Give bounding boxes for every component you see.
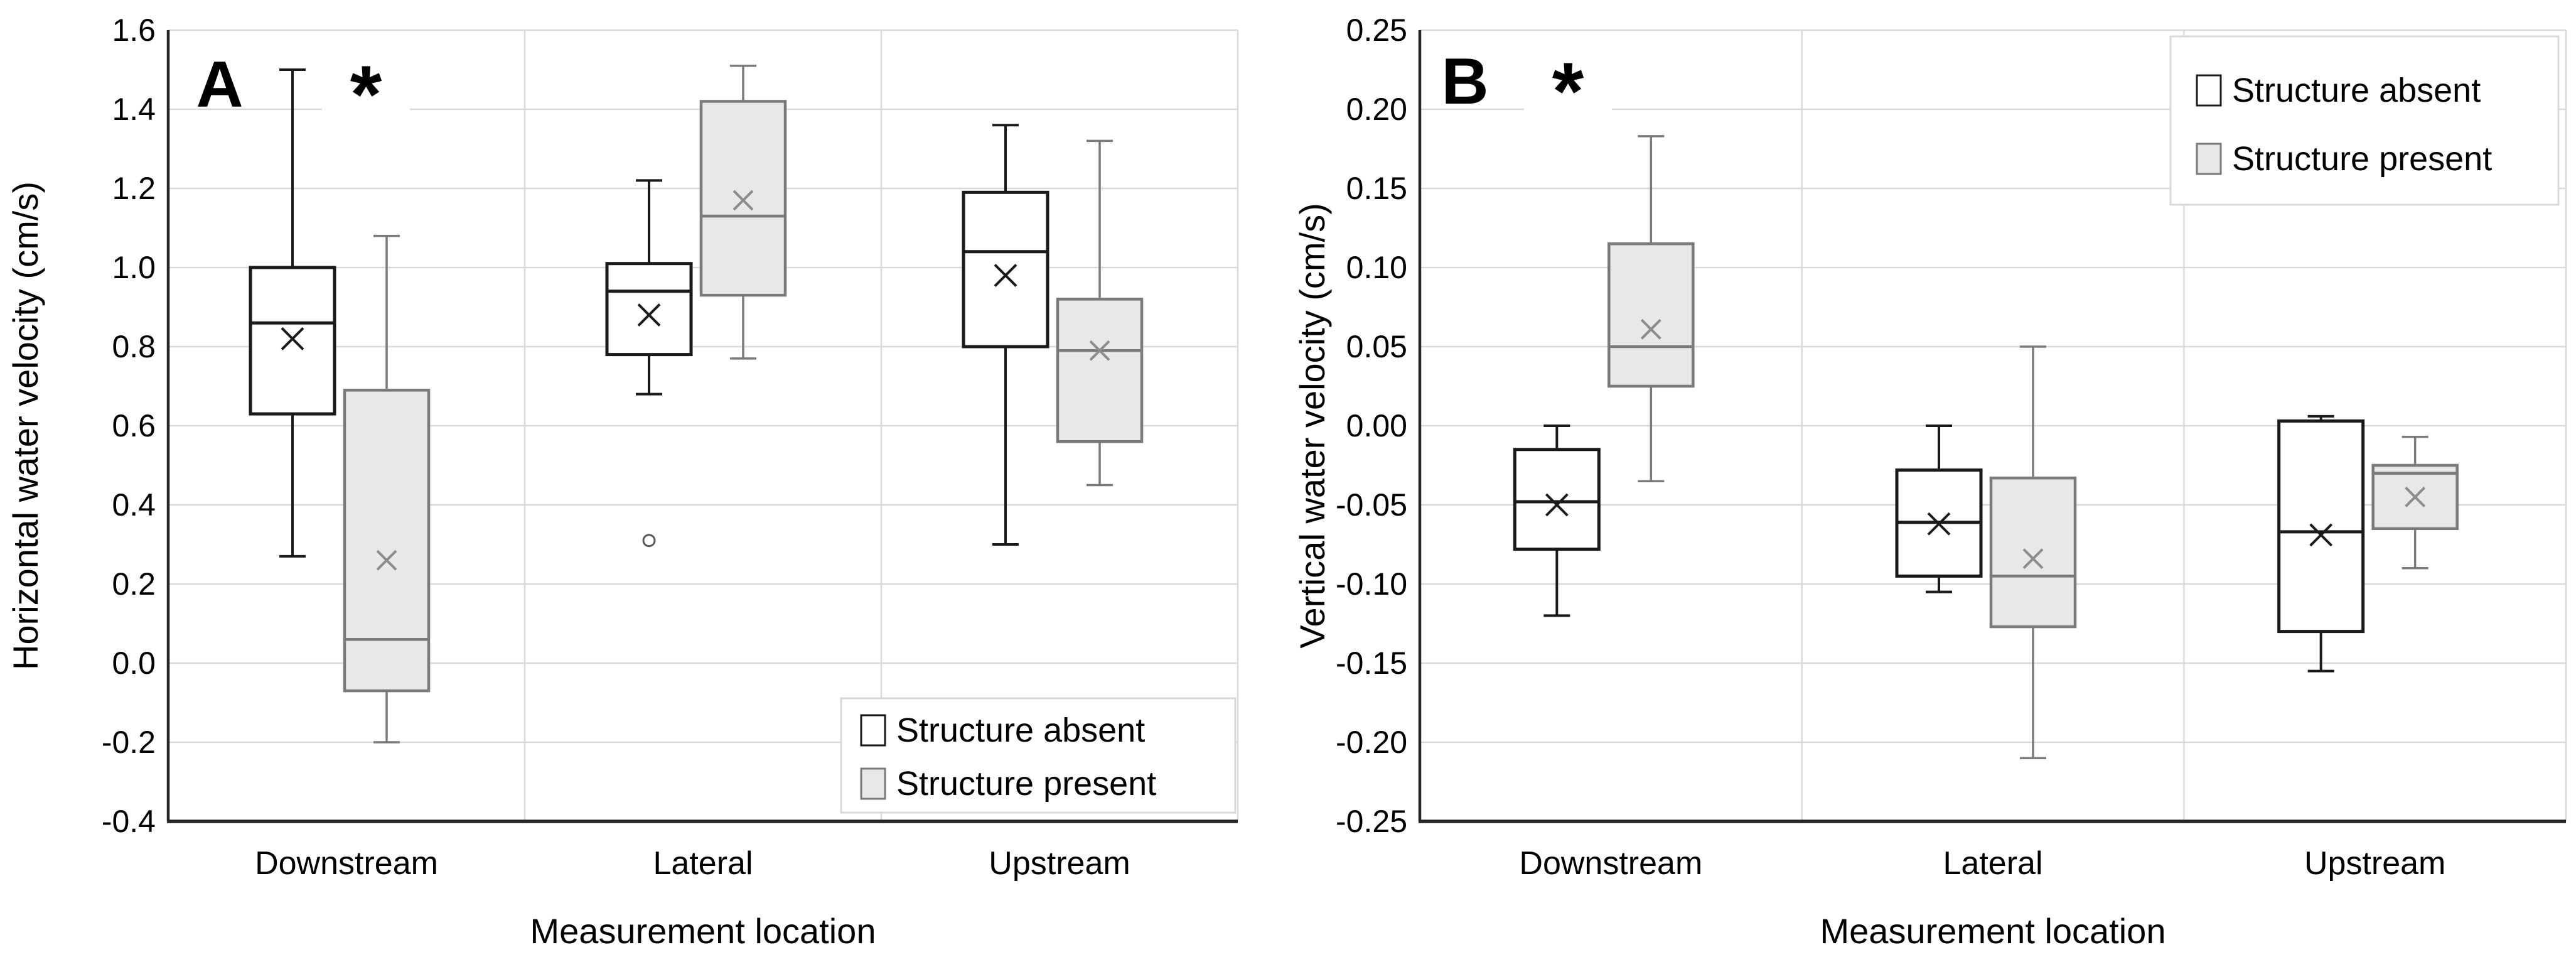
y-tick-label: 0.6	[112, 408, 156, 443]
iqr-box	[343, 389, 431, 693]
iqr-box	[1056, 298, 1144, 443]
box-absent-lateral	[1895, 425, 1983, 593]
y-tick-label: -0.2	[102, 725, 156, 760]
x-category-label: Upstream	[2304, 845, 2445, 882]
y-tick-label: 1.0	[112, 250, 156, 285]
iqr-box	[1607, 242, 1695, 388]
box-absent-upstream	[2277, 414, 2365, 673]
y-tick-label: -0.25	[1336, 804, 1407, 839]
y-tick-label: -0.10	[1336, 566, 1407, 602]
y-axis-title: Vertical water velocity (cm/s)	[1292, 203, 1332, 649]
iqr-box	[699, 100, 787, 297]
mean-x-marker	[733, 190, 754, 211]
legend-swatch-absent	[2196, 74, 2222, 107]
box-absent-upstream	[962, 124, 1049, 546]
legend-swatch-present	[2196, 143, 2222, 175]
box-present-downstream	[343, 234, 431, 744]
box-absent-downstream	[249, 68, 336, 558]
x-category-label: Lateral	[1943, 845, 2043, 882]
box-present-upstream	[2371, 435, 2459, 570]
legend-swatch-present	[860, 767, 886, 800]
mean-x-marker	[2309, 523, 2333, 547]
y-tick-label: 0.15	[1346, 171, 1407, 206]
iqr-box	[962, 190, 1049, 349]
y-tick-label: 1.6	[112, 13, 156, 48]
box-present-lateral	[699, 64, 787, 360]
box-present-lateral	[1989, 345, 2077, 759]
box-present-upstream	[1056, 139, 1144, 487]
mean-x-marker	[376, 549, 397, 571]
y-tick-label: 0.8	[112, 329, 156, 364]
iqr-box	[605, 262, 693, 357]
mean-x-marker	[281, 327, 304, 350]
y-tick-label: 0.4	[112, 487, 156, 522]
y-tick-label: -0.05	[1336, 487, 1407, 522]
legend-label: Structure present	[896, 765, 1156, 803]
x-category-label: Downstream	[1519, 845, 1702, 882]
significance-asterisk: *	[1552, 45, 1584, 137]
panel-background	[0, 0, 1288, 979]
y-tick-label: -0.4	[102, 804, 156, 839]
mean-x-marker	[637, 303, 661, 327]
panel-letter: A	[196, 48, 243, 121]
y-tick-label: 0.25	[1346, 13, 1407, 48]
x-category-label: Upstream	[989, 845, 1130, 882]
outlier-point	[642, 534, 656, 548]
iqr-box	[2277, 419, 2365, 634]
significance-halo	[1524, 95, 1612, 125]
mean-x-marker	[994, 264, 1017, 288]
legend-label: Structure absent	[896, 711, 1145, 749]
y-tick-label: 0.05	[1346, 329, 1407, 364]
mean-x-marker	[1927, 512, 1951, 536]
mean-x-marker	[1545, 493, 1569, 517]
panel-a: * A Structure absent Structure present 1.6 1.…	[0, 0, 1288, 979]
x-axis-title: Measurement location	[1820, 911, 2166, 951]
y-tick-label: 0.20	[1346, 92, 1407, 127]
y-tick-label: 0.00	[1346, 408, 1407, 443]
x-axis-title: Measurement location	[530, 911, 876, 951]
y-tick-label: 1.4	[112, 92, 156, 127]
panel-a-chart: * A Structure absent Structure present 1.6 1.…	[0, 0, 1288, 979]
box-present-downstream	[1607, 135, 1695, 482]
y-tick-label: 0.2	[112, 566, 156, 602]
significance-halo	[322, 98, 410, 128]
legend: Structure absent Structure present	[840, 697, 1237, 814]
y-axis-title: Horizontal water velocity (cm/s)	[6, 181, 45, 670]
x-category-label: Downstream	[255, 845, 438, 882]
panel-b: * B Structure absent Structure present 0.25 0…	[1288, 0, 2576, 979]
y-tick-label: 1.2	[112, 171, 156, 206]
legend-label: Structure present	[2232, 140, 2492, 178]
legend-box	[840, 697, 1237, 814]
significance-asterisk: *	[350, 48, 382, 140]
iqr-box	[1989, 476, 2077, 629]
panel-b-chart: * B Structure absent Structure present 0.25 0…	[1288, 0, 2576, 979]
x-category-label: Lateral	[653, 845, 753, 882]
y-tick-label: -0.20	[1336, 725, 1407, 760]
mean-x-marker	[2405, 486, 2426, 507]
box-absent-downstream	[1513, 425, 1601, 617]
mean-x-marker	[1640, 318, 1661, 340]
iqr-box	[249, 266, 336, 416]
y-tick-label: 0.10	[1346, 250, 1407, 285]
mean-x-marker	[1089, 340, 1110, 361]
legend: Structure absent Structure present	[2169, 35, 2560, 206]
legend-box	[2169, 35, 2560, 206]
legend-swatch-absent	[860, 714, 886, 747]
iqr-box	[1513, 448, 1601, 551]
box-absent-lateral	[605, 179, 693, 548]
legend-label: Structure absent	[2232, 72, 2481, 109]
y-tick-label: 0.0	[112, 646, 156, 681]
mean-x-marker	[2022, 548, 2044, 570]
panel-letter: B	[1441, 45, 1488, 118]
y-tick-label: -0.15	[1336, 646, 1407, 681]
